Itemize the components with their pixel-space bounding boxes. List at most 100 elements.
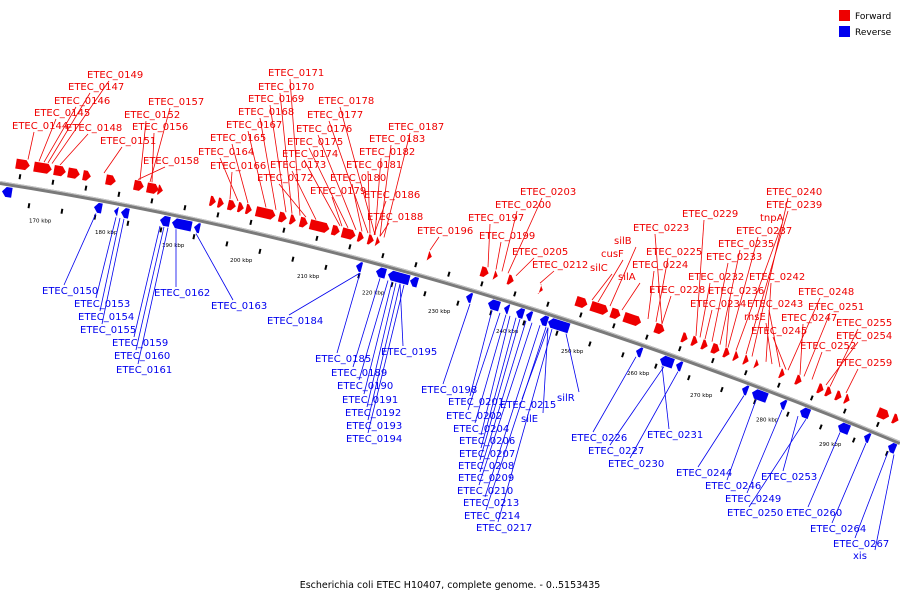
legend: Forward Reverse xyxy=(839,10,892,38)
reverse-label-leader xyxy=(469,310,493,397)
forward-gene-arrow xyxy=(82,170,91,181)
forward-label-leader xyxy=(328,120,369,234)
reverse-label-leader xyxy=(485,327,547,511)
forward-gene-label: ETEC_0255 xyxy=(836,318,892,329)
forward-gene-arrow xyxy=(891,413,899,424)
forward-label-leader xyxy=(829,328,859,387)
forward-gene-label: ETEC_0223 xyxy=(633,223,689,234)
reverse-gene-label: ETEC_0227 xyxy=(588,446,644,457)
tick-mark xyxy=(282,227,286,233)
tick-mark xyxy=(126,220,130,226)
forward-gene-arrow xyxy=(216,197,224,208)
reverse-gene-label: ETEC_0267 xyxy=(833,539,889,550)
forward-gene-arrow xyxy=(366,234,374,245)
reverse-gene-arrow xyxy=(675,361,684,372)
reverse-label-leader xyxy=(367,284,405,434)
reverse-gene-arrow xyxy=(409,276,420,288)
forward-label-leader xyxy=(27,131,35,160)
forward-label-leader xyxy=(291,170,317,220)
forward-gene-label: ETEC_0200 xyxy=(495,200,551,211)
forward-gene-arrow xyxy=(816,383,824,394)
forward-gene-arrow xyxy=(236,202,244,213)
reverse-gene-arrow xyxy=(548,318,571,334)
forward-gene-arrow xyxy=(356,231,364,242)
reverse-label-leader xyxy=(474,314,507,424)
forward-gene-label: ETEC_0172 xyxy=(257,173,313,184)
reverse-label-leader xyxy=(363,281,393,395)
forward-gene-arrow xyxy=(105,174,116,186)
forward-gene-label: ETEC_0165 xyxy=(210,133,266,144)
reverse-label-leader xyxy=(592,356,637,433)
reverse-gene-label: ETEC_0250 xyxy=(727,508,783,519)
forward-gene-label: ETEC_0252 xyxy=(800,341,856,352)
forward-gene-label: ETEC_0224 xyxy=(632,260,688,271)
tick-mark xyxy=(381,252,385,259)
forward-gene-label: ETEC_0233 xyxy=(706,252,762,263)
forward-gene-label: ETEC_0212 xyxy=(532,260,588,271)
reverse-gene-label: ETEC_0160 xyxy=(114,351,170,362)
reverse-gene-arrow xyxy=(2,186,13,198)
forward-gene-arrow xyxy=(133,179,144,191)
reverse-gene-label: ETEC_0204 xyxy=(453,424,509,435)
forward-gene-label: ETEC_0235 xyxy=(718,239,774,250)
reverse-gene-arrow xyxy=(838,422,851,435)
reverse-gene-arrow xyxy=(780,399,788,410)
forward-swatch xyxy=(839,10,850,21)
reverse-label-leader xyxy=(63,213,97,286)
tick-mark xyxy=(447,271,451,277)
reverse-gene-arrow xyxy=(487,299,501,312)
reverse-gene-label: ETEC_0244 xyxy=(676,468,732,479)
tick-label: 260 kbp xyxy=(627,371,650,377)
reverse-label-leader xyxy=(484,325,541,498)
forward-gene-arrow xyxy=(680,332,688,343)
reverse-label-leader xyxy=(782,415,799,472)
reverse-label-leader xyxy=(195,233,234,301)
reverse-label-leader xyxy=(831,442,867,524)
reverse-label-leader xyxy=(478,322,533,486)
forward-gene-label: tnpA xyxy=(760,213,784,224)
tick-mark xyxy=(621,352,625,358)
forward-label-leader xyxy=(621,282,641,311)
forward-label-leader xyxy=(507,197,543,274)
reverse-swatch xyxy=(839,26,850,37)
reverse-gene-label: ETEC_0190 xyxy=(337,381,393,392)
forward-gene-arrow xyxy=(308,219,330,233)
tick-mark xyxy=(513,291,517,297)
forward-label-leader xyxy=(139,120,147,180)
reverse-gene-label: ETEC_0213 xyxy=(463,498,519,509)
forward-gene-arrow xyxy=(53,164,66,177)
tick-mark xyxy=(117,191,121,197)
forward-gene-arrow xyxy=(574,296,588,309)
forward-gene-arrow xyxy=(778,368,785,379)
forward-label-leader xyxy=(811,351,823,380)
forward-gene-label: ETEC_0179 xyxy=(310,186,366,197)
reverse-gene-label: ETEC_0184 xyxy=(267,316,323,327)
forward-gene-arrow xyxy=(277,211,287,223)
forward-gene-label: ETEC_0182 xyxy=(359,147,415,158)
forward-gene-arrow xyxy=(690,335,698,346)
tick-mark xyxy=(225,241,229,247)
tick-mark xyxy=(456,300,460,306)
forward-gene-arrow xyxy=(506,274,514,285)
forward-gene-label: ETEC_0259 xyxy=(836,358,892,369)
forward-label-leader xyxy=(317,134,357,231)
forward-gene-arrow xyxy=(609,307,621,320)
tick-mark xyxy=(216,212,220,218)
forward-gene-label: ETEC_0157 xyxy=(148,97,204,108)
forward-label-leader xyxy=(765,322,773,365)
reverse-label-leader xyxy=(133,225,161,338)
forward-gene-label: ETEC_0175 xyxy=(287,137,343,148)
genome-backbone-highlight xyxy=(0,181,900,442)
reverse-label-leader xyxy=(807,432,841,508)
forward-gene-arrow xyxy=(492,270,498,280)
reverse-label-leader xyxy=(748,418,807,508)
tick-mark xyxy=(18,174,22,180)
forward-gene-label: silB xyxy=(614,236,632,247)
forward-label-leader xyxy=(495,241,502,270)
forward-gene-label: ETEC_0181 xyxy=(346,160,402,171)
forward-label-leader xyxy=(303,159,341,226)
forward-label-leader xyxy=(43,106,77,163)
tick-mark xyxy=(818,424,823,430)
forward-label-leader xyxy=(609,246,637,307)
forward-gene-label: ETEC_0228 xyxy=(649,285,705,296)
